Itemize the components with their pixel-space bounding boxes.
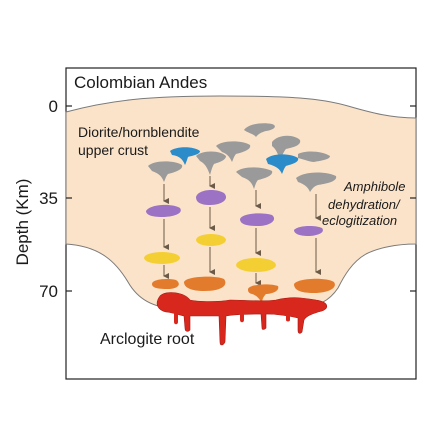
blue-pluton — [266, 154, 299, 174]
blue-pluton — [170, 147, 200, 165]
upper-crust-label-line1: Diorite/hornblendite — [78, 124, 200, 140]
gray-pluton — [272, 135, 301, 160]
purple-pluton — [146, 204, 181, 217]
y-tick-label-0: 0 — [49, 97, 58, 116]
orange-pluton — [294, 278, 335, 293]
orange-pluton — [184, 276, 226, 291]
process-label-line3: eclogitization — [322, 213, 397, 228]
gray-pluton — [236, 167, 273, 189]
gray-pluton — [196, 151, 226, 175]
y-axis-label: Depth (Km) — [13, 179, 32, 266]
arclogite-root-drip — [286, 312, 290, 322]
process-label-line1: Amphibole — [343, 179, 405, 194]
gray-pluton — [216, 141, 251, 162]
arclogite-root — [156, 292, 328, 346]
y-tick-label-70: 70 — [39, 282, 58, 301]
orange-pluton — [248, 284, 279, 303]
orange-pluton — [152, 279, 179, 289]
yellow-pluton — [236, 258, 276, 272]
gray-pluton — [244, 123, 275, 137]
gray-pluton — [148, 161, 183, 182]
gray-pluton — [296, 172, 337, 192]
arclogite-root-drip — [174, 312, 178, 325]
purple-pluton — [240, 213, 275, 226]
purple-pluton — [196, 189, 227, 205]
upper-crust-label-line2: upper crust — [78, 142, 148, 158]
diagram-title: Colombian Andes — [74, 73, 207, 92]
yellow-pluton — [196, 234, 226, 246]
purple-pluton — [294, 225, 323, 236]
process-label-line2: dehydration/ — [328, 197, 401, 212]
root-label: Arclogite root — [100, 331, 195, 348]
y-tick-label-35: 35 — [39, 189, 58, 208]
yellow-pluton — [144, 252, 180, 264]
gray-pluton — [298, 151, 330, 162]
arclogite-root-drip — [240, 314, 244, 323]
